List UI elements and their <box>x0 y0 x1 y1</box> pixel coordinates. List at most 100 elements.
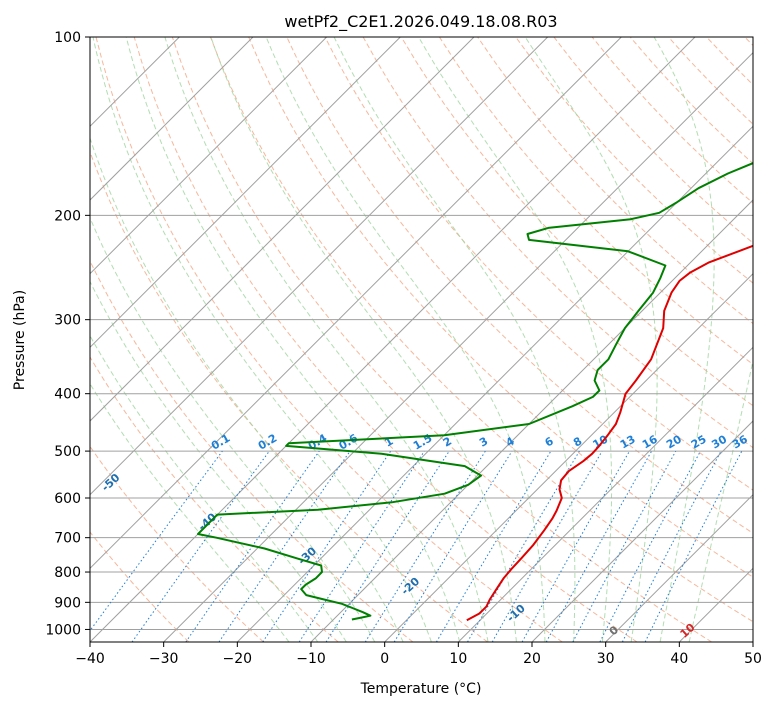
mixing-ratio-label: 36 <box>730 432 750 451</box>
isotherm <box>752 641 753 642</box>
moist-adiabat <box>90 280 347 642</box>
dry-adiabat-label: -60 <box>7 424 31 447</box>
x-tick-label: −30 <box>149 651 179 667</box>
dry-adiabat <box>744 37 753 47</box>
x-axis-label: Temperature (°C) <box>360 681 482 697</box>
isotherm <box>678 567 753 642</box>
isotherm <box>163 51 753 642</box>
dry-adiabat <box>668 37 753 125</box>
isotherm <box>605 493 753 642</box>
moist-adiabat <box>92 37 432 642</box>
dry-adiabat <box>477 37 753 325</box>
y-tick-label: 700 <box>54 531 81 547</box>
mixing-ratio-line <box>545 450 653 642</box>
moist-adiabat <box>90 382 290 642</box>
mixing-ratio-line <box>90 450 223 632</box>
y-axis: 100 200 300 400 500 600 700 800 900 1000 <box>45 30 90 638</box>
y-tick-label: 1000 <box>45 622 81 638</box>
x-tick-label: 10 <box>449 651 467 667</box>
mixing-ratio-label: 0.1 <box>209 432 232 453</box>
mixing-ratio-label: 13 <box>618 433 638 452</box>
x-tick-label: 40 <box>670 651 688 667</box>
y-tick-label: 500 <box>54 444 81 460</box>
moist-adiabat <box>265 37 546 642</box>
chart-title: wetPf2_C2E1.2026.049.18.08.R03 <box>284 12 557 32</box>
y-tick-label: 400 <box>54 387 81 403</box>
mixing-ratio-line <box>298 450 425 642</box>
dry-adiabat <box>400 37 753 407</box>
moist-adiabat <box>90 334 319 642</box>
mixing-ratio-label: 8 <box>571 435 584 450</box>
isotherm <box>531 420 753 642</box>
mixing-ratio-label: 30 <box>709 432 729 451</box>
isotherm <box>90 37 401 349</box>
mixing-ratio-label: 6 <box>543 434 556 449</box>
isotherm <box>90 37 549 496</box>
dry-adiabat <box>171 37 712 642</box>
x-tick-label: −10 <box>296 651 326 667</box>
dry-adiabat <box>90 531 190 642</box>
y-tick-label: 300 <box>54 313 81 329</box>
dry-adiabat <box>362 37 753 449</box>
plot-frame <box>89 36 754 643</box>
x-tick-label: 30 <box>597 651 615 667</box>
x-axis: −40 −30 −20 −10 0 10 20 30 40 50 <box>75 642 762 667</box>
isotherm <box>236 125 753 642</box>
moist-adiabat <box>210 37 517 642</box>
moist-adiabat <box>418 37 613 642</box>
moist-adiabat <box>164 37 489 642</box>
dry-adiabat <box>95 37 563 642</box>
dewpoint-line <box>197 162 753 621</box>
mixing-ratio-label: 25 <box>689 433 709 452</box>
dry-adiabat-label: 20 <box>751 621 771 641</box>
line-labels: 0.10.20.40.611.52346810131620253036-100-… <box>7 424 771 641</box>
mixing-ratio-line <box>131 450 270 642</box>
dry-adiabat <box>553 37 753 244</box>
moist-adiabat <box>90 136 404 642</box>
isotherm <box>90 37 696 642</box>
dry-adiabat <box>438 37 753 366</box>
x-tick-label: 0 <box>380 651 389 667</box>
mixing-ratio-label: 20 <box>664 432 684 451</box>
dry-adiabat <box>706 37 753 86</box>
mixing-ratio-line <box>521 450 630 642</box>
isotherm <box>90 37 254 201</box>
mixing-ratio-line <box>393 450 513 642</box>
mixing-ratio-line <box>599 450 701 642</box>
y-tick-label: 600 <box>54 491 81 507</box>
mixing-ratio-line <box>218 450 351 642</box>
x-tick-label: 20 <box>523 651 541 667</box>
mixing-ratio-label: 1 <box>382 435 395 450</box>
isotherm <box>90 37 328 275</box>
dry-adiabat-label: -10 <box>504 602 528 625</box>
y-tick-label: 200 <box>54 208 81 224</box>
isotherm <box>310 199 753 642</box>
dry-adiabat <box>90 356 339 642</box>
isotherm <box>90 37 622 570</box>
moist-adiabat <box>653 37 715 642</box>
dry-adiabat <box>248 37 753 578</box>
mixing-ratio-label: 3 <box>477 435 490 450</box>
dry-adiabat-label: -20 <box>399 575 423 598</box>
dry-adiabat-label: -50 <box>99 471 123 494</box>
mixing-ratio-line <box>572 450 677 642</box>
moist-adiabat <box>333 37 576 642</box>
mixing-ratio-line <box>435 450 552 642</box>
x-tick-label: 50 <box>744 651 762 667</box>
dry-adiabat <box>90 150 488 642</box>
moist-adiabat <box>90 216 376 642</box>
moist-adiabat <box>125 37 461 642</box>
y-tick-label: 900 <box>54 595 81 611</box>
isotherm <box>90 37 475 422</box>
x-tick-label: −40 <box>75 651 105 667</box>
mixing-ratio-line <box>185 450 320 642</box>
dry-adiabat-label: 0 <box>607 623 622 638</box>
dry-adiabat-label: 10 <box>678 621 698 641</box>
dry-adiabat <box>133 37 638 642</box>
profile-lines <box>197 162 753 622</box>
dry-adiabat <box>515 37 753 284</box>
y-axis-label: Pressure (hPa) <box>12 290 28 390</box>
mixing-ratio-line <box>262 450 392 642</box>
moist-adiabat <box>524 37 658 642</box>
